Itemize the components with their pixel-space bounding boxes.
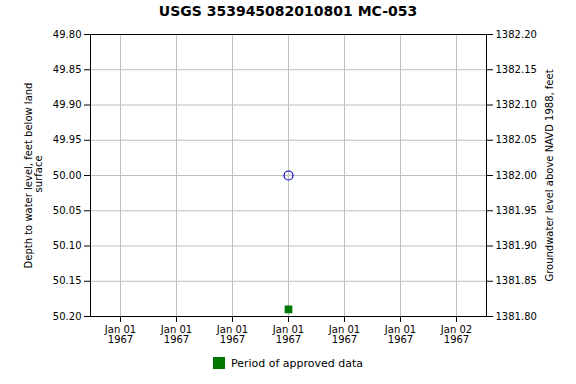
svg-text:1381.95: 1381.95 [496, 205, 537, 216]
svg-text:1381.90: 1381.90 [496, 240, 537, 251]
svg-text:Depth to water level, feet bel: Depth to water level, feet below land su… [23, 83, 44, 269]
svg-text:1382.05: 1382.05 [496, 134, 537, 145]
svg-text:1382.20: 1382.20 [496, 29, 537, 40]
svg-text:50.15: 50.15 [53, 275, 82, 286]
svg-text:49.80: 49.80 [53, 29, 82, 40]
svg-text:49.85: 49.85 [53, 64, 82, 75]
html-text:USGS 353945082010801 MC-053: USGS 353945082010801 MC-053 [158, 3, 418, 19]
svg-text:50.00: 50.00 [53, 170, 82, 181]
svg-text:Groundwater level above NAVD 1: Groundwater level above NAVD 1988, feet [544, 69, 555, 281]
svg-text:1382.15: 1382.15 [496, 64, 537, 75]
svg-text:Jan 011967: Jan 011967 [160, 324, 192, 345]
svg-text:50.05: 50.05 [53, 205, 82, 216]
svg-text:1382.10: 1382.10 [496, 99, 537, 110]
svg-text:Jan 011967: Jan 011967 [104, 324, 136, 345]
svg-text:1382.00: 1382.00 [496, 170, 537, 181]
svg-text:1381.80: 1381.80 [496, 311, 537, 322]
svg-text:49.90: 49.90 [53, 99, 82, 110]
svg-text:Jan 011967: Jan 011967 [384, 324, 416, 345]
svg-text:50.10: 50.10 [53, 240, 82, 251]
svg-text:1381.85: 1381.85 [496, 275, 537, 286]
svg-text:Jan 011967: Jan 011967 [272, 324, 304, 345]
svg-text:Jan 011967: Jan 011967 [328, 324, 360, 345]
html-text:Period of approved data: Period of approved data [230, 356, 364, 370]
svg-text:Jan 011967: Jan 011967 [216, 324, 248, 345]
svg-text:Jan 021967: Jan 021967 [440, 324, 472, 345]
svg-text:49.95: 49.95 [53, 134, 82, 145]
svg-text:50.20: 50.20 [53, 311, 82, 322]
